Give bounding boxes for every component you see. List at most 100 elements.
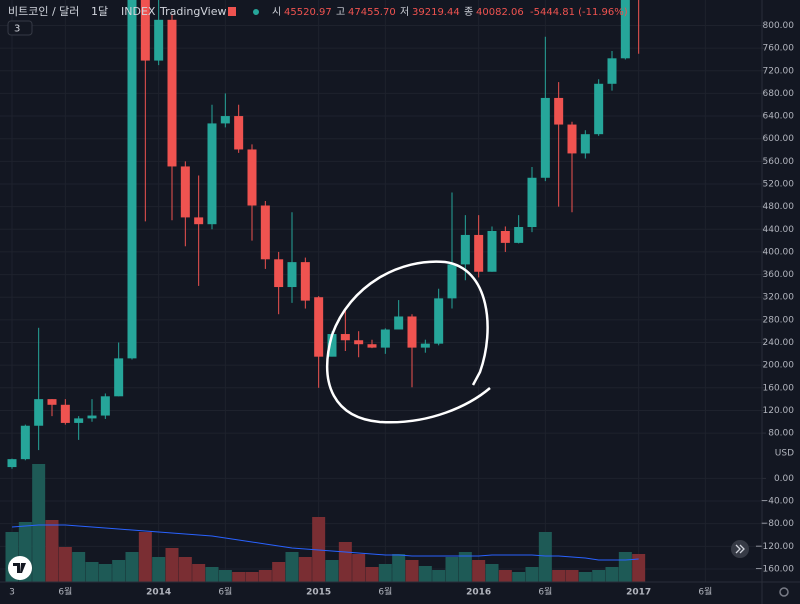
volume-bar — [112, 560, 126, 582]
volume-bar — [472, 560, 486, 582]
source: TradingView — [159, 5, 226, 18]
y-tick-label: 80.00 — [768, 429, 794, 439]
candle-body — [207, 123, 217, 225]
volume-ma-line — [11, 524, 639, 561]
header: 비트코인 / 달러 1달 INDEX TradingView 시 45520.9… — [7, 5, 628, 36]
volume-bar — [165, 548, 179, 582]
candle-body — [500, 230, 510, 243]
volume-bar — [565, 570, 579, 582]
volume-bar — [365, 567, 379, 582]
volume-bar — [338, 542, 352, 582]
y-tick-label: 800.00 — [763, 21, 795, 31]
symbol: 비트코인 / 달러 — [8, 5, 79, 18]
candle-body — [380, 329, 390, 348]
candle-body — [260, 205, 270, 260]
volume-bar — [378, 564, 392, 582]
x-tick-label: 6월 — [218, 586, 232, 598]
volume-bar — [392, 554, 406, 582]
volume-bar — [445, 557, 459, 582]
candle-body — [87, 415, 97, 419]
y-tick-label: 720.00 — [763, 66, 795, 76]
volume-bar — [178, 557, 192, 582]
flag-icon[interactable] — [228, 7, 236, 16]
candle-body — [100, 396, 110, 416]
volume-bar — [525, 567, 539, 582]
low-label: 저 — [400, 6, 409, 18]
volume-bar — [352, 554, 366, 582]
currency-label: USD — [775, 448, 794, 458]
candle-body — [354, 340, 364, 345]
interval: 1달 — [91, 5, 108, 18]
candle-body — [287, 262, 297, 288]
candle-body — [114, 358, 124, 397]
volume-bar — [498, 570, 512, 582]
volume-bar — [538, 532, 552, 582]
volume-bar — [418, 566, 432, 582]
candle-body — [340, 334, 350, 341]
y-tick-label: 120.00 — [763, 406, 795, 416]
volume-bar — [258, 570, 272, 582]
high-value: 47455.70 — [348, 7, 396, 18]
y-tick-label: 520.00 — [763, 179, 795, 189]
y-tick-label: −160.00 — [755, 564, 794, 574]
y-tick-label: −120.00 — [755, 542, 794, 552]
candle-body — [447, 264, 457, 299]
candle-body — [47, 399, 57, 405]
candle-body — [420, 343, 430, 348]
volume-bar — [192, 564, 206, 582]
y-tick-label: 640.00 — [763, 112, 795, 122]
settings-icon[interactable] — [779, 587, 789, 597]
volume-bar — [272, 562, 286, 582]
volume-bar — [298, 557, 312, 582]
volume-bar — [618, 552, 632, 582]
volume-bar — [32, 464, 46, 582]
volume-bar — [232, 572, 246, 582]
volume-bar — [512, 572, 526, 582]
candle-body — [234, 116, 244, 150]
volume-bar — [58, 547, 72, 582]
close-label: 종 — [464, 6, 473, 18]
volume-bar — [458, 552, 472, 582]
candle-body — [34, 399, 44, 426]
volume-bar — [325, 560, 339, 582]
candle-body — [580, 134, 590, 154]
scroll-button[interactable] — [731, 540, 749, 558]
change: -5444.81 (-11.96%) — [530, 7, 628, 18]
y-tick-label: 480.00 — [763, 202, 795, 212]
open-label: 시 — [272, 6, 281, 18]
y-tick-label: 160.00 — [763, 383, 795, 393]
volume-bar — [72, 552, 86, 582]
y-tick-label: 360.00 — [763, 270, 795, 280]
volume-bar — [152, 557, 166, 582]
y-tick-label: 760.00 — [763, 44, 795, 54]
exchange: INDEX — [121, 5, 156, 18]
y-tick-label: −40.00 — [761, 497, 795, 507]
y-tick-label: 0.00 — [774, 474, 794, 484]
candle-body — [194, 217, 204, 225]
y-tick-label: 680.00 — [763, 89, 795, 99]
y-tick-label: 560.00 — [763, 157, 795, 167]
indicator-count: 3 — [14, 24, 20, 35]
candle-body — [407, 316, 417, 348]
candle-body — [540, 97, 550, 178]
y-tick-label: 600.00 — [763, 134, 795, 144]
candle-body — [127, 0, 137, 359]
grid — [0, 0, 762, 582]
x-tick-label: 2017 — [626, 588, 651, 598]
candle-body — [434, 298, 444, 344]
x-tick-label: 6월 — [698, 586, 712, 598]
high-label: 고 — [336, 7, 345, 18]
x-tick-label: 2015 — [306, 588, 331, 598]
volume-bar — [138, 532, 152, 582]
indicator-toggle[interactable] — [7, 20, 33, 36]
candle-body — [487, 230, 497, 272]
status-dot — [253, 9, 259, 15]
candle-body — [567, 124, 577, 154]
volume-bar — [205, 567, 219, 582]
volume-bar — [98, 564, 112, 582]
x-tick-label: 6월 — [538, 586, 552, 598]
candle-body — [594, 83, 604, 135]
candle-body — [180, 166, 190, 218]
volume-bar — [632, 554, 646, 582]
